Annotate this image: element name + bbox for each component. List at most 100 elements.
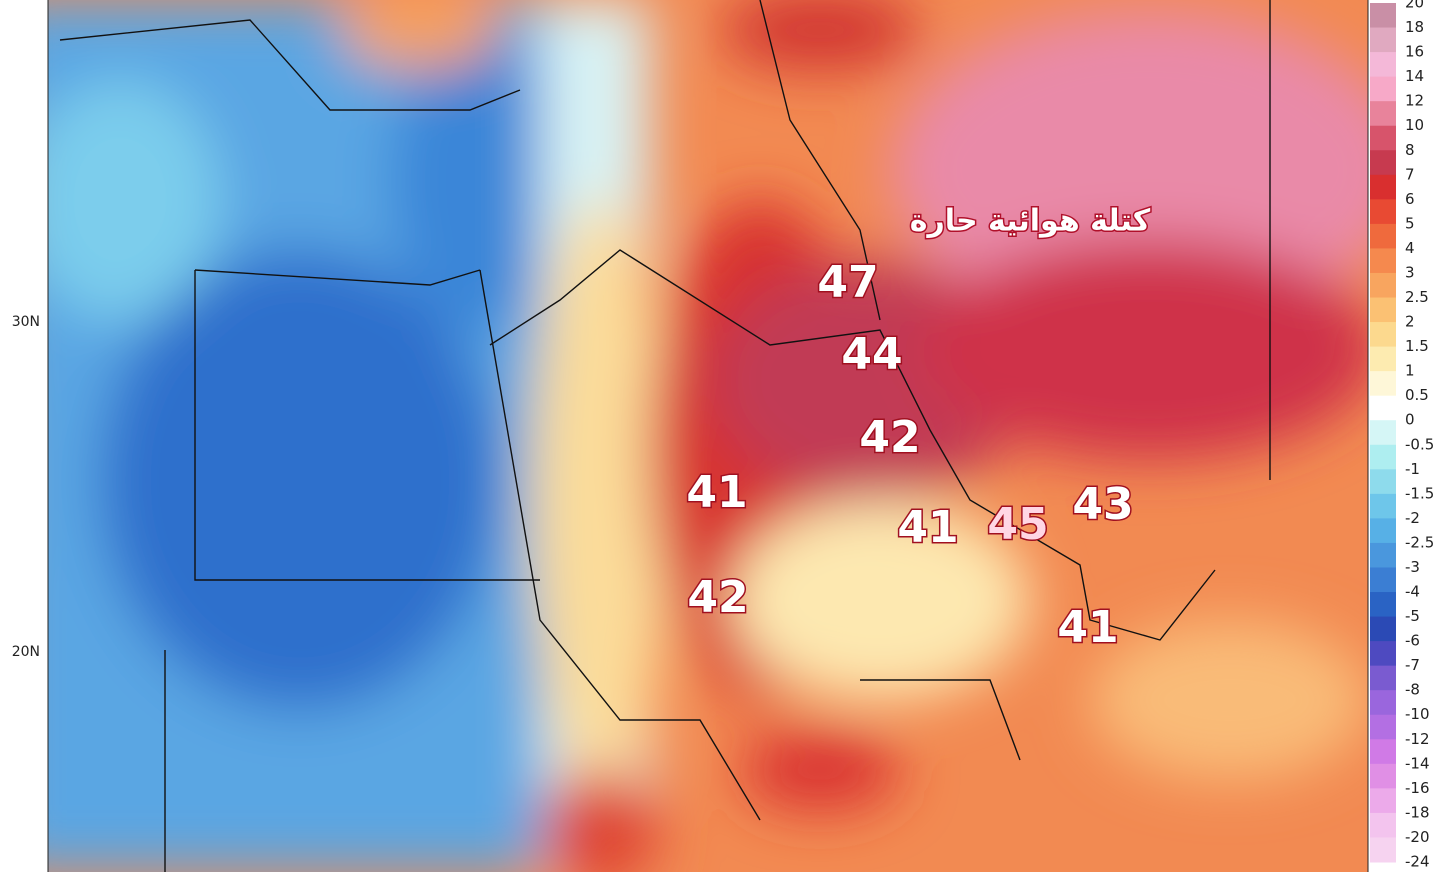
colorbar-label: 0.5 [1405, 386, 1429, 404]
colorbar-label: 5 [1405, 214, 1415, 232]
colorbar-label: 12 [1405, 92, 1424, 110]
colorbar-label: 20 [1405, 0, 1424, 12]
colorbar-swatch [1370, 27, 1396, 53]
colorbar-swatch [1370, 837, 1396, 863]
colorbar-swatch [1370, 788, 1396, 814]
borders [59, 0, 1271, 872]
colorbar-label: -14 [1405, 754, 1430, 772]
colorbar-swatch [1370, 346, 1396, 372]
warm-region [720, 0, 920, 70]
mild-region [730, 500, 1030, 700]
temperature-label: 41 [686, 467, 747, 518]
colorbar-swatch [1370, 616, 1396, 642]
colorbar-label: 6 [1405, 190, 1415, 208]
colorbar-label: 4 [1405, 239, 1415, 257]
colorbar-swatch [1370, 76, 1396, 102]
colorbar-label: 1.5 [1405, 337, 1429, 355]
temperature-label: 41 [1057, 602, 1118, 653]
colorbar-swatch [1370, 272, 1396, 299]
cool-region [48, 80, 220, 320]
anomaly-field [48, 0, 1368, 872]
latitude-label: 30N [12, 314, 40, 330]
colorbar-label: 18 [1405, 18, 1424, 36]
colorbar-label: 0 [1405, 411, 1415, 429]
temperature-label: 42 [859, 412, 920, 463]
colorbar-swatch [1370, 592, 1396, 618]
temperature-label: 45 [987, 499, 1048, 550]
colorbar-label: -8 [1405, 681, 1420, 699]
temperature-labels: 47 44 42 41 41 45 43 42 41 [685, 256, 1135, 655]
warm-region [340, 0, 500, 70]
colorbar-swatch [1370, 395, 1396, 421]
colorbar-swatch [1370, 493, 1396, 519]
latitude-label: 20N [12, 644, 40, 660]
colorbar-label: 10 [1405, 116, 1424, 134]
colorbar-swatch [1370, 52, 1396, 78]
colorbar-swatch [1370, 101, 1396, 127]
cool-region [390, 30, 570, 330]
colorbar-label: -7 [1405, 656, 1420, 674]
colorbar-label: 7 [1405, 165, 1415, 183]
colorbar-label: 1 [1405, 362, 1415, 380]
colorbar-label: -1 [1405, 460, 1420, 478]
border-line [194, 270, 540, 581]
colorbar-swatch [1370, 567, 1396, 593]
colorbar-swatch [1370, 248, 1396, 274]
warm-fringe [530, 200, 670, 800]
colorbar-swatch [1370, 812, 1396, 838]
border-line [860, 679, 1021, 761]
colorbar-label: 2 [1405, 313, 1415, 331]
colorbar-swatch [1370, 199, 1396, 225]
colorbar-label: 8 [1405, 141, 1415, 159]
border-line [489, 249, 1216, 641]
border-line [759, 0, 881, 321]
colorbar-swatch [1370, 150, 1396, 176]
colorbar-label: -2 [1405, 509, 1420, 527]
colorbar-swatch [1370, 714, 1396, 740]
colorbar-label: -4 [1405, 583, 1420, 601]
colorbar-swatch [1370, 763, 1396, 789]
colorbar-label: -20 [1405, 828, 1430, 846]
hot-region [920, 240, 1368, 460]
map-area [48, 0, 1368, 872]
temperature-label: 42 [687, 572, 748, 623]
colorbar-label: -0.5 [1405, 435, 1434, 453]
annotation: كتلة هوائية حارة [910, 204, 1151, 239]
colorbar-label: -3 [1405, 558, 1420, 576]
colorbar-label: 3 [1405, 263, 1415, 281]
colorbar-label: -1.5 [1405, 484, 1434, 502]
mild-region [1090, 620, 1368, 780]
temperature-label: 44 [841, 329, 902, 380]
hot-region [890, 10, 1368, 330]
colorbar-swatch [1370, 297, 1396, 323]
colorbar-swatch [1370, 518, 1396, 544]
border-line [194, 269, 481, 286]
colorbar-swatch [1370, 125, 1396, 151]
warm-region [740, 730, 900, 810]
coastline [59, 19, 521, 111]
temperature-label: 41 [897, 502, 958, 553]
colorbar-swatch [1370, 3, 1396, 29]
colorbar-swatch [1370, 371, 1396, 397]
colorbar-label: -16 [1405, 779, 1430, 797]
colorbar-label: -18 [1405, 803, 1430, 821]
colorbar-swatch [1370, 174, 1396, 200]
colorbar-label: -5 [1405, 607, 1420, 625]
colorbar: 20 18 16 14 12 10 8 7 6 5 4 3 2.5 2 1.5 1 0.5 0 -0.5 -1 -1.5… [1370, 0, 1434, 871]
cool-core [100, 250, 500, 710]
colorbar-swatch [1370, 469, 1396, 495]
colorbar-swatch [1370, 665, 1396, 691]
coastline [479, 269, 761, 821]
temperature-label: 47 [817, 257, 878, 308]
temperature-label: 43 [1072, 479, 1133, 530]
colorbar-label: -10 [1405, 705, 1430, 723]
colorbar-label: 2.5 [1405, 288, 1429, 306]
colorbar-swatch [1370, 444, 1396, 470]
colorbar-swatch [1370, 322, 1396, 348]
colorbar-label: 16 [1405, 43, 1424, 61]
colorbar-label: -12 [1405, 730, 1430, 748]
colorbar-swatch [1370, 223, 1396, 249]
colorbar-swatch [1370, 420, 1396, 446]
